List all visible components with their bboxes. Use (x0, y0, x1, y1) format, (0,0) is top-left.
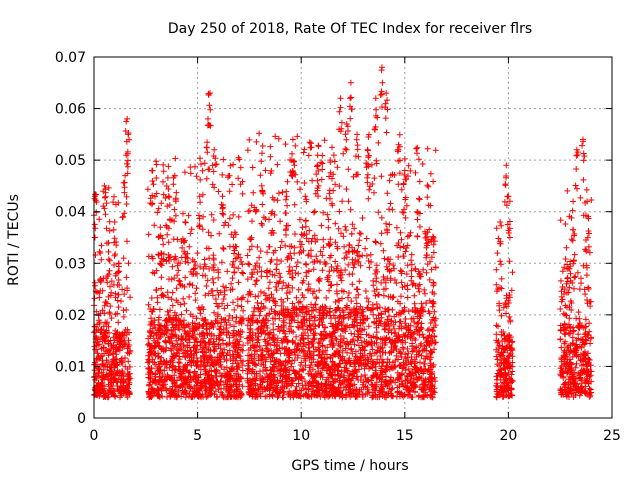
y-tick-label: 0.01 (55, 359, 86, 375)
x-tick-label: 15 (396, 428, 414, 444)
chart-title: Day 250 of 2018, Rate Of TEC Index for r… (168, 21, 532, 37)
data-points (90, 64, 595, 401)
x-axis-title: GPS time / hours (291, 458, 408, 474)
y-tick-label: 0 (77, 411, 86, 427)
x-axis-ticks: 0 5 10 15 20 25 (90, 57, 621, 444)
scatter-plus-markers (90, 64, 595, 401)
x-tick-label: 20 (499, 428, 517, 444)
y-tick-label: 0.05 (55, 153, 86, 169)
x-tick-label: 10 (292, 428, 310, 444)
y-tick-label: 0.02 (55, 308, 86, 324)
y-tick-label: 0.04 (55, 205, 86, 221)
y-axis-ticks: 0 0.01 0.02 0.03 0.04 0.05 0.06 0.07 (55, 50, 612, 427)
y-tick-label: 0.06 (55, 102, 86, 118)
x-tick-label: 25 (603, 428, 621, 444)
plot-frame (93, 56, 613, 419)
x-tick-label: 0 (90, 428, 99, 444)
y-tick-label: 0.07 (55, 50, 86, 66)
x-tick-label: 5 (193, 428, 202, 444)
y-tick-label: 0.03 (55, 256, 86, 272)
y-axis-title: ROTI / TECUs (6, 194, 22, 286)
